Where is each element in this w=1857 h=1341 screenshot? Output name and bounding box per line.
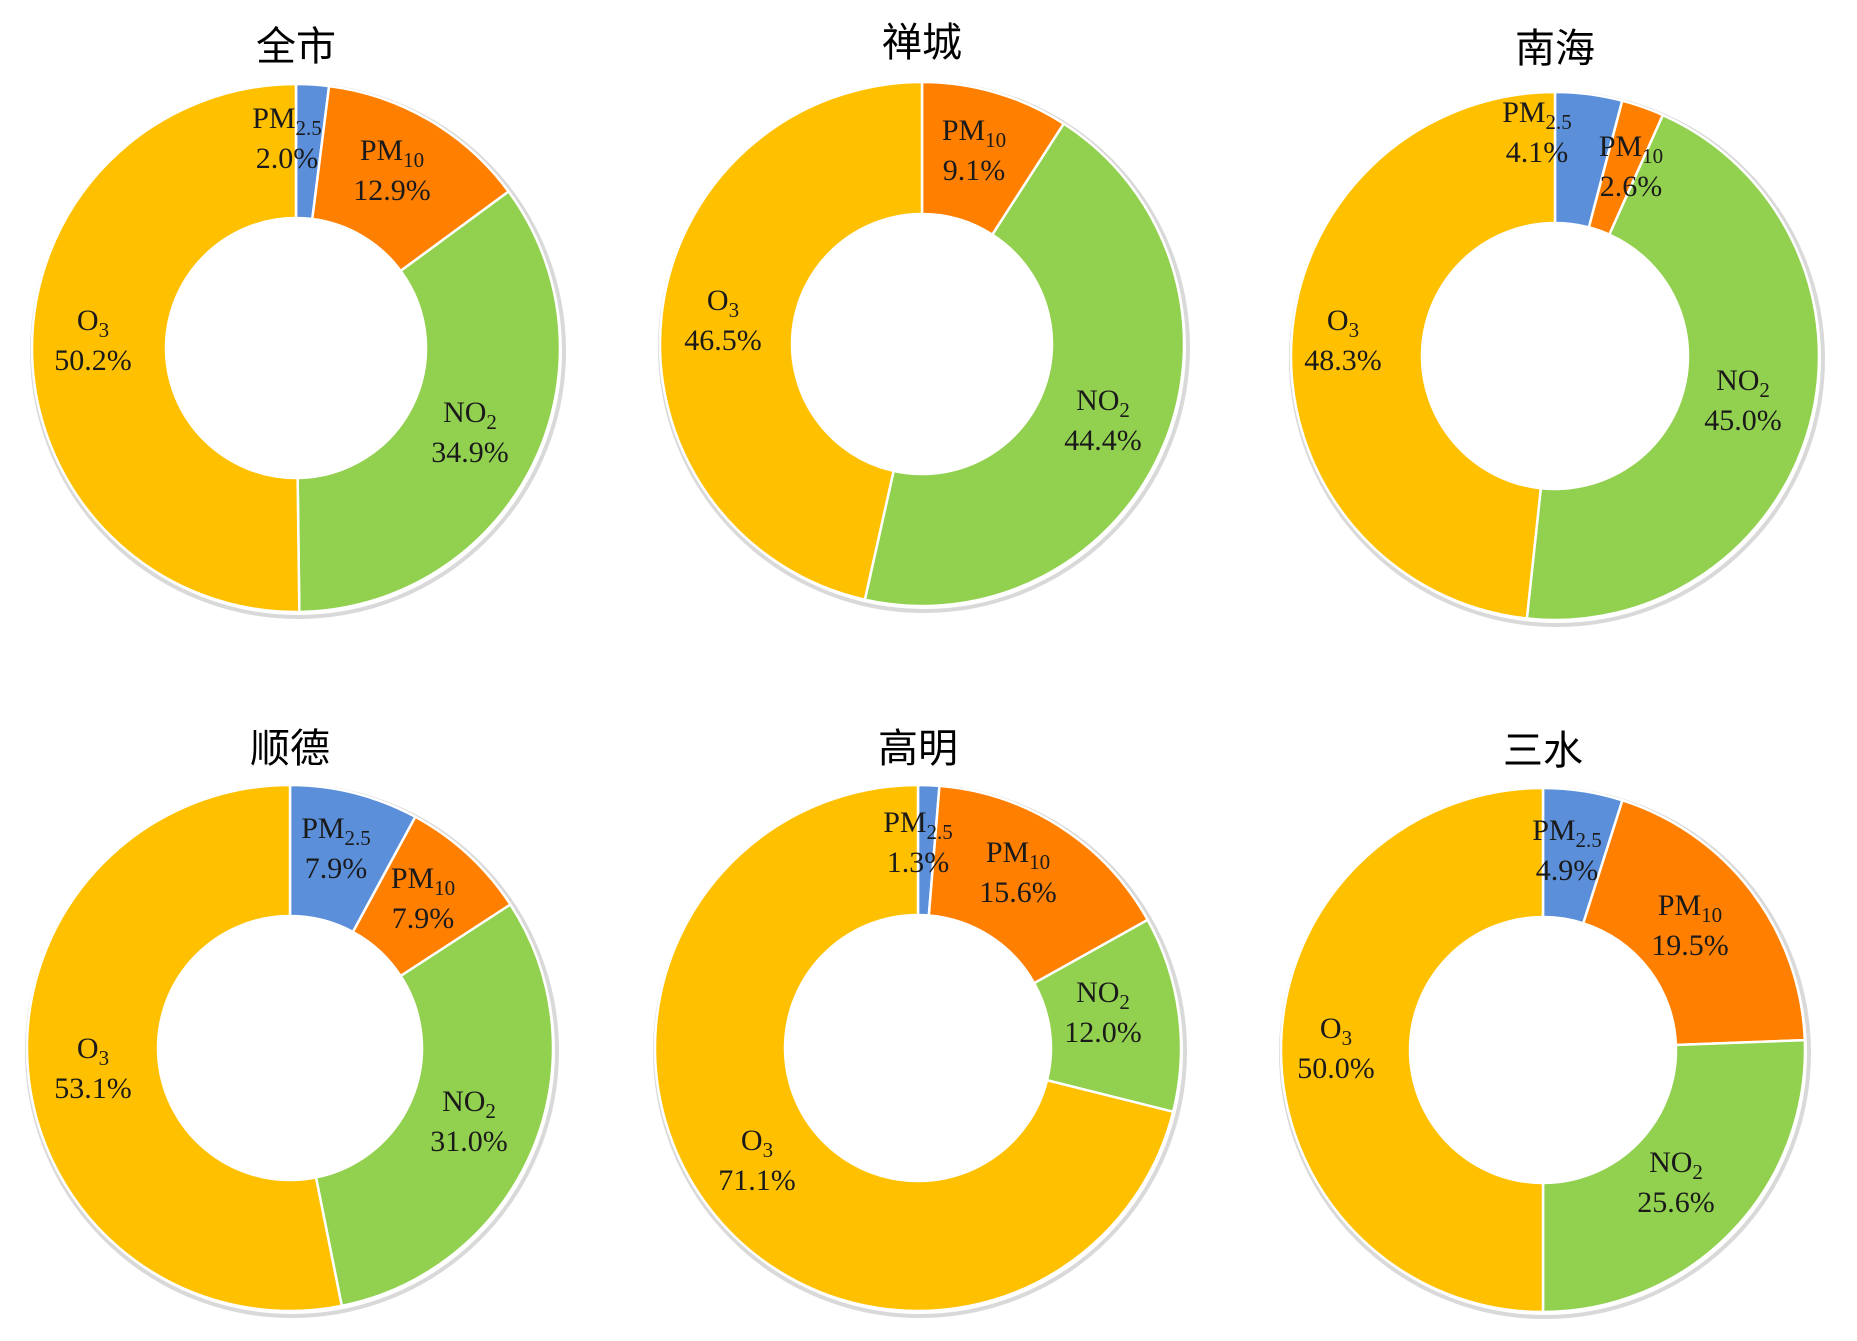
slice-name-label: NO2 — [1649, 1146, 1703, 1184]
slice-value-label: 25.6% — [1637, 1186, 1715, 1219]
slice-name-label: NO2 — [443, 396, 497, 434]
slice-name-label: O3 — [707, 284, 739, 322]
slice-value-label: 48.3% — [1304, 344, 1382, 377]
slice-value-label: 45.0% — [1704, 404, 1782, 437]
chart-title: 高明 — [878, 726, 958, 772]
slice-name-label: PM10 — [391, 862, 455, 900]
slice-value-label: 19.5% — [1651, 929, 1729, 962]
donut-slice — [314, 902, 555, 1308]
slice-value-label: 12.9% — [353, 174, 431, 207]
donut-slice — [927, 784, 1150, 985]
slice-value-label: 1.3% — [887, 846, 950, 879]
slice-name-label: PM2.5 — [1532, 814, 1602, 852]
slice-name-label: NO2 — [1716, 364, 1770, 402]
donut-slice — [296, 189, 562, 614]
donut-slice — [863, 121, 1186, 608]
donut-slice — [1581, 798, 1807, 1047]
slice-name-label: O3 — [77, 1032, 109, 1070]
slice-name-label: O3 — [741, 1124, 773, 1162]
slice-name-label: PM2.5 — [883, 806, 953, 844]
slice-value-label: 50.0% — [1297, 1052, 1375, 1085]
slice-name-label: PM10 — [1599, 130, 1663, 168]
slice-value-label: 50.2% — [54, 344, 132, 377]
slice-name-label: PM10 — [1658, 889, 1722, 927]
chart-title: 三水 — [1503, 728, 1583, 774]
slice-name-label: PM2.5 — [252, 102, 322, 140]
slice-value-label: 2.6% — [1600, 170, 1663, 203]
slice-name-label: O3 — [77, 304, 109, 342]
donut-slice — [653, 783, 1175, 1313]
slice-value-label: 9.1% — [943, 154, 1006, 187]
donut-slice — [1289, 90, 1557, 620]
slice-value-label: 44.4% — [1064, 424, 1142, 457]
donut-slice — [30, 82, 301, 614]
slice-value-label: 34.9% — [431, 436, 509, 469]
slice-name-label: PM10 — [986, 836, 1050, 874]
slice-value-label: 4.9% — [1536, 854, 1599, 887]
slice-name-label: PM10 — [942, 114, 1006, 152]
slice-name-label: NO2 — [1076, 976, 1130, 1014]
slice-value-label: 15.6% — [979, 876, 1057, 909]
slice-value-label: 31.0% — [430, 1125, 508, 1158]
slice-name-label: O3 — [1327, 304, 1359, 342]
chart-title: 全市 — [256, 24, 336, 70]
donut-slice — [1541, 1038, 1807, 1314]
slice-value-label: 7.9% — [305, 852, 368, 885]
donut-slice — [1279, 786, 1545, 1314]
chart-title: 南海 — [1515, 26, 1595, 72]
slice-name-label: PM2.5 — [301, 812, 371, 850]
chart-title: 顺德 — [250, 726, 330, 772]
slice-name-label: O3 — [1320, 1012, 1352, 1050]
donut-slice — [658, 80, 924, 602]
slice-value-label: 4.1% — [1506, 136, 1569, 169]
slice-value-label: 71.1% — [718, 1164, 796, 1197]
slice-value-label: 7.9% — [392, 902, 455, 935]
slice-name-label: NO2 — [442, 1085, 496, 1123]
donut-slice — [1525, 113, 1821, 622]
donut-slice — [25, 783, 344, 1313]
slice-value-label: 46.5% — [684, 324, 762, 357]
slice-name-label: NO2 — [1076, 384, 1130, 422]
slice-value-label: 12.0% — [1064, 1016, 1142, 1049]
slice-name-label: PM10 — [360, 134, 424, 172]
chart-title: 禅城 — [882, 20, 962, 66]
slice-value-label: 2.0% — [256, 142, 319, 175]
slice-name-label: PM2.5 — [1502, 96, 1572, 134]
slice-value-label: 53.1% — [54, 1072, 132, 1105]
